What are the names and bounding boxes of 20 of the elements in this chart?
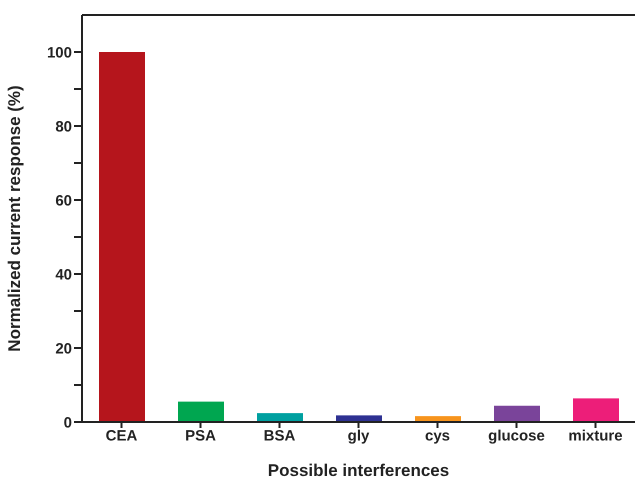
y-tick-label: 60 [55, 192, 72, 210]
x-tick-label: BSA [264, 428, 296, 445]
x-tick-label: PSA [185, 428, 216, 445]
y-axis-title: Normalized current response (%) [5, 85, 24, 352]
y-tick-label: 100 [46, 44, 72, 62]
y-tick-label: 0 [64, 414, 72, 432]
x-tick-label: glucose [488, 428, 545, 445]
y-tick-label: 40 [55, 266, 72, 284]
y-tick-label: 80 [55, 118, 72, 136]
x-tick-label: gly [348, 428, 370, 445]
x-tick-label: mixture [568, 428, 623, 445]
y-tick-label: 20 [55, 340, 72, 358]
bar [257, 413, 303, 422]
bar [573, 398, 619, 422]
bar [494, 406, 540, 422]
bar [99, 52, 145, 422]
bar [178, 402, 224, 422]
x-axis-title: Possible interferences [268, 461, 450, 480]
x-tick-label: CEA [106, 428, 138, 445]
x-tick-label: cys [424, 428, 450, 445]
